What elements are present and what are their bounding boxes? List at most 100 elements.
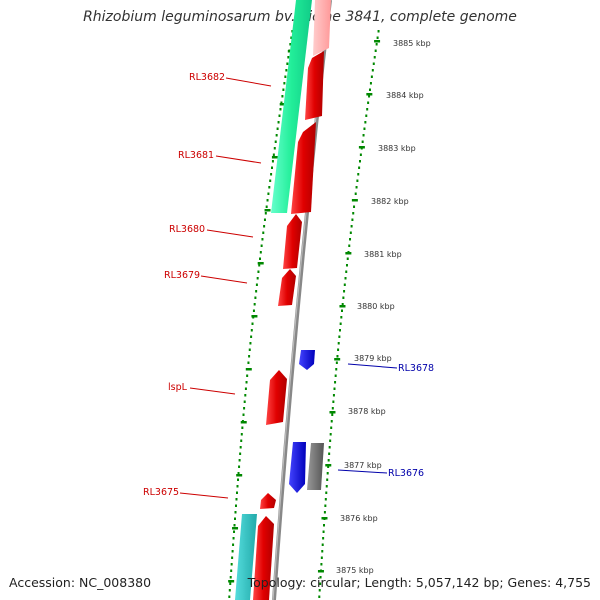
track-dot: [266, 199, 269, 202]
track-dot: [248, 355, 251, 358]
track-dot: [258, 264, 261, 267]
kbp-label: 3879 kbp: [354, 354, 392, 363]
track-dot: [242, 413, 245, 416]
track-dot: [239, 446, 242, 449]
kbp-label: 3880 kbp: [357, 302, 395, 311]
track-dot: [352, 212, 355, 215]
label-leader-line: [347, 363, 398, 369]
track-dot: [257, 270, 260, 273]
track-dot: [323, 524, 326, 527]
track-dot: [280, 101, 283, 104]
track-dot: [343, 290, 346, 293]
track-dot: [349, 238, 352, 241]
track-dot: [376, 36, 379, 39]
track-dot: [328, 452, 331, 455]
gene-arrow-rl3682: [305, 51, 324, 120]
track-dot: [331, 407, 334, 410]
major-tick: [329, 411, 336, 414]
kbp-label: 3878 kbp: [348, 407, 386, 416]
major-tick: [351, 199, 358, 202]
major-tick: [251, 315, 258, 318]
track-dot: [241, 426, 244, 429]
major-tick: [240, 421, 247, 424]
track-dot: [234, 511, 237, 514]
track-dot: [232, 537, 235, 540]
gene-arrow-rl3679: [278, 269, 296, 306]
track-dot: [238, 465, 241, 468]
track-dot: [247, 361, 250, 364]
track-dot: [319, 582, 322, 585]
track-dot: [289, 43, 292, 46]
label-leader-line: [189, 387, 236, 395]
label-leader-line: [225, 77, 272, 87]
major-tick: [271, 156, 278, 159]
track-dot: [230, 563, 233, 566]
track-dot: [345, 270, 348, 273]
track-dot: [337, 342, 340, 345]
track-dot: [272, 153, 275, 156]
track-dot: [372, 62, 375, 65]
track-dot: [368, 88, 371, 91]
track-dot: [284, 75, 287, 78]
track-dot: [230, 569, 233, 572]
track-dot: [244, 394, 247, 397]
track-dot: [275, 134, 278, 137]
gene-arrow-top-pink: [313, 0, 331, 56]
track-dot: [338, 335, 341, 338]
track-dot: [356, 179, 359, 182]
gene-label-left: RL3681: [178, 150, 214, 161]
kbp-label: 3883 kbp: [378, 144, 416, 153]
track-dot: [320, 556, 323, 559]
genome-summary-text: Topology: circular; Length: 5,057,142 bp…: [247, 575, 591, 590]
track-dot: [324, 498, 327, 501]
track-dot: [264, 212, 267, 215]
track-dot: [274, 140, 277, 143]
gene-arrow-rl3680: [283, 214, 302, 269]
track-dot: [244, 387, 247, 390]
track-dot: [318, 589, 321, 592]
track-dot: [278, 114, 281, 117]
major-tick: [245, 368, 252, 371]
track-dot: [327, 459, 330, 462]
track-dot: [377, 30, 380, 33]
track-dot: [271, 160, 274, 163]
major-tick: [228, 580, 235, 583]
track-dot: [337, 348, 340, 351]
label-leader-line: [215, 155, 262, 164]
track-dot: [286, 62, 289, 65]
track-dot: [282, 88, 285, 91]
track-dot: [330, 420, 333, 423]
track-dot: [228, 595, 231, 598]
track-dot: [365, 114, 368, 117]
track-dot: [319, 576, 322, 579]
label-leader-line: [206, 229, 254, 238]
track-dot: [329, 433, 332, 436]
inner-tick-track: [228, 30, 294, 598]
track-dot: [332, 394, 335, 397]
major-tick: [317, 570, 324, 573]
track-dot: [287, 56, 290, 59]
kbp-label: 3884 kbp: [386, 91, 424, 100]
kbp-label: 3876 kbp: [340, 514, 378, 523]
label-leader-line: [179, 492, 229, 499]
track-dot: [367, 101, 370, 104]
track-dot: [328, 446, 331, 449]
track-dot: [240, 439, 243, 442]
gene-label-left: lspL: [168, 382, 188, 393]
track-dot: [340, 316, 343, 319]
gene-arrow-bottom-red: [253, 516, 274, 600]
cds-feature-green: [271, 0, 312, 213]
gene-arrow-lspl: [266, 370, 287, 425]
track-dot: [250, 335, 253, 338]
track-dot: [334, 381, 337, 384]
track-dot: [350, 225, 353, 228]
track-dot: [254, 296, 257, 299]
track-dot: [348, 244, 351, 247]
track-dot: [346, 257, 349, 260]
track-dot: [331, 413, 334, 416]
track-dot: [335, 361, 338, 364]
track-dot: [231, 556, 234, 559]
track-dot: [358, 166, 361, 169]
label-leader-line: [337, 469, 388, 474]
